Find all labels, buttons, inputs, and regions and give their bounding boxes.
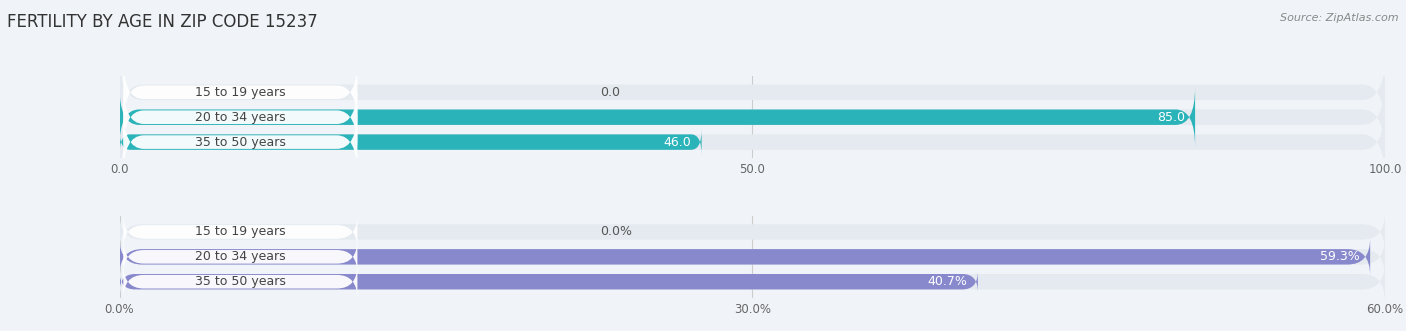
- Text: 20 to 34 years: 20 to 34 years: [195, 111, 285, 124]
- FancyBboxPatch shape: [124, 264, 357, 299]
- FancyBboxPatch shape: [120, 213, 1385, 251]
- Text: 15 to 19 years: 15 to 19 years: [195, 86, 285, 99]
- Text: 59.3%: 59.3%: [1320, 250, 1360, 263]
- FancyBboxPatch shape: [120, 105, 1385, 179]
- Text: 0.0: 0.0: [600, 86, 620, 99]
- Text: 20 to 34 years: 20 to 34 years: [195, 250, 285, 263]
- FancyBboxPatch shape: [120, 129, 702, 155]
- FancyBboxPatch shape: [120, 271, 979, 292]
- Text: 35 to 50 years: 35 to 50 years: [195, 275, 285, 288]
- FancyBboxPatch shape: [120, 262, 1385, 301]
- FancyBboxPatch shape: [120, 80, 1385, 154]
- Text: 15 to 19 years: 15 to 19 years: [195, 225, 285, 238]
- FancyBboxPatch shape: [120, 238, 1385, 276]
- FancyBboxPatch shape: [120, 238, 1369, 276]
- Text: 40.7%: 40.7%: [928, 275, 967, 288]
- FancyBboxPatch shape: [124, 84, 357, 151]
- FancyBboxPatch shape: [124, 214, 357, 249]
- Text: Source: ZipAtlas.com: Source: ZipAtlas.com: [1281, 13, 1399, 23]
- FancyBboxPatch shape: [124, 109, 357, 176]
- Text: 85.0: 85.0: [1157, 111, 1185, 124]
- Text: 0.0%: 0.0%: [600, 225, 633, 238]
- FancyBboxPatch shape: [124, 59, 357, 126]
- FancyBboxPatch shape: [120, 55, 1385, 129]
- Text: 46.0: 46.0: [664, 136, 692, 149]
- FancyBboxPatch shape: [124, 239, 357, 274]
- Text: 35 to 50 years: 35 to 50 years: [195, 136, 285, 149]
- FancyBboxPatch shape: [120, 87, 1195, 148]
- Text: FERTILITY BY AGE IN ZIP CODE 15237: FERTILITY BY AGE IN ZIP CODE 15237: [7, 13, 318, 31]
